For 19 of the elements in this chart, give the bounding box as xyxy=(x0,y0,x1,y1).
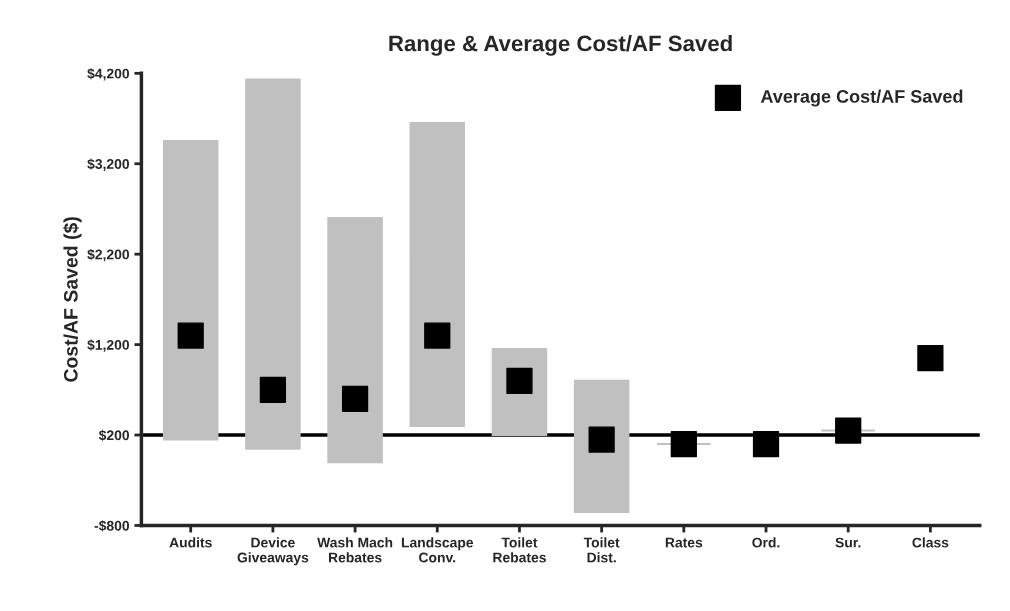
y-tick-label: $200 xyxy=(98,429,130,442)
x-tick-label: Device Giveaways xyxy=(237,537,309,566)
y-tick-label: -$800 xyxy=(94,520,130,532)
y-tick-label: $2,200 xyxy=(87,248,130,262)
x-tick-label: Rates xyxy=(665,537,703,548)
chart-title: Range & Average Cost/AF Saved xyxy=(389,34,732,56)
x-tick-label: Audits xyxy=(169,537,212,548)
x-tick-label: Toilet Dist. xyxy=(583,537,620,563)
x-tick-label: Ord. xyxy=(752,537,780,548)
y-axis-title: Cost/AF Saved ($) xyxy=(63,217,82,382)
y-tick-label: $4,200 xyxy=(87,68,130,81)
x-tick-label: Landscape Conv. xyxy=(401,537,474,563)
y-tick-label: $1,200 xyxy=(87,339,130,352)
x-tick-label: Wash Mach Rebates xyxy=(317,537,393,563)
x-tick-label: Toilet Rebates xyxy=(493,537,546,563)
x-tick-label: Class xyxy=(912,537,949,548)
y-tick-label: $3,200 xyxy=(87,158,130,171)
legend-label: Average Cost/AF Saved xyxy=(760,89,963,107)
x-tick-label: Sur. xyxy=(835,537,861,548)
